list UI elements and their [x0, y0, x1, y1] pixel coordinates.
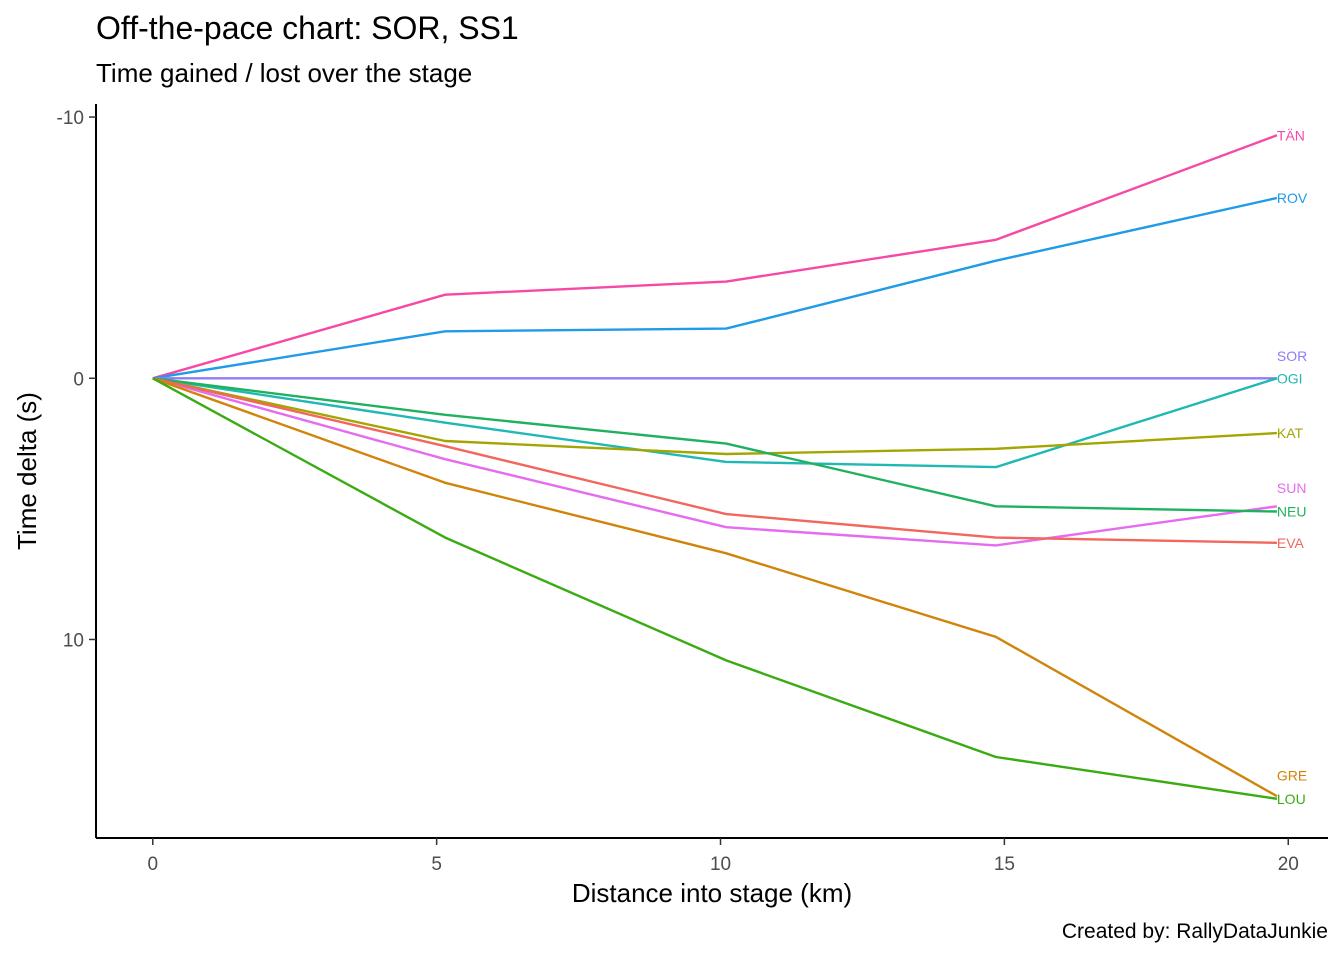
- end-label-gre: GRE: [1277, 767, 1307, 783]
- series-line-gre: [152, 377, 1278, 798]
- x-tick-label: 20: [1278, 854, 1299, 875]
- chart-caption: Created by: RallyDataJunkie: [1061, 920, 1328, 943]
- series-end-labels: TÄN ROV SOR OGI KAT SUN NEU EVA GRE LOU: [1277, 127, 1308, 806]
- series-line-rov: [152, 196, 1278, 380]
- end-label-lou: LOU: [1277, 791, 1306, 807]
- end-label-eva: EVA: [1277, 535, 1305, 551]
- end-label-neu: NEU: [1277, 503, 1307, 519]
- end-label-tan: TÄN: [1277, 127, 1305, 143]
- x-tick-label: 5: [431, 854, 442, 875]
- x-tick-label: 15: [994, 854, 1015, 875]
- y-tick-label: -10: [57, 108, 84, 129]
- series-line-sun: [152, 377, 1278, 547]
- x-tick-label: 0: [147, 854, 158, 875]
- end-label-sor: SOR: [1277, 348, 1307, 364]
- end-label-rov: ROV: [1277, 190, 1308, 206]
- series-lines: [152, 134, 1278, 800]
- y-tick-label: 0: [73, 369, 84, 390]
- series-line-neu: [152, 377, 1277, 513]
- end-label-sun: SUN: [1277, 480, 1307, 496]
- series-line-tan: [152, 134, 1278, 380]
- chart-title: Off-the-pace chart: SOR, SS1: [96, 10, 519, 46]
- end-label-ogi: OGI: [1277, 370, 1303, 386]
- chart-subtitle: Time gained / lost over the stage: [96, 58, 473, 88]
- x-axis-title: Distance into stage (km): [572, 878, 852, 908]
- series-line-lou: [152, 377, 1278, 800]
- series-line-kat: [152, 377, 1277, 456]
- end-label-kat: KAT: [1277, 425, 1304, 441]
- y-tick-label: 10: [63, 630, 84, 651]
- y-axis-title: Time delta (s): [12, 392, 42, 550]
- series-line-eva: [152, 377, 1277, 544]
- axes: 0 5 10 15 20 -10 0 10: [57, 104, 1328, 875]
- series-line-ogi: [152, 377, 1278, 469]
- x-tick-label: 10: [710, 854, 731, 875]
